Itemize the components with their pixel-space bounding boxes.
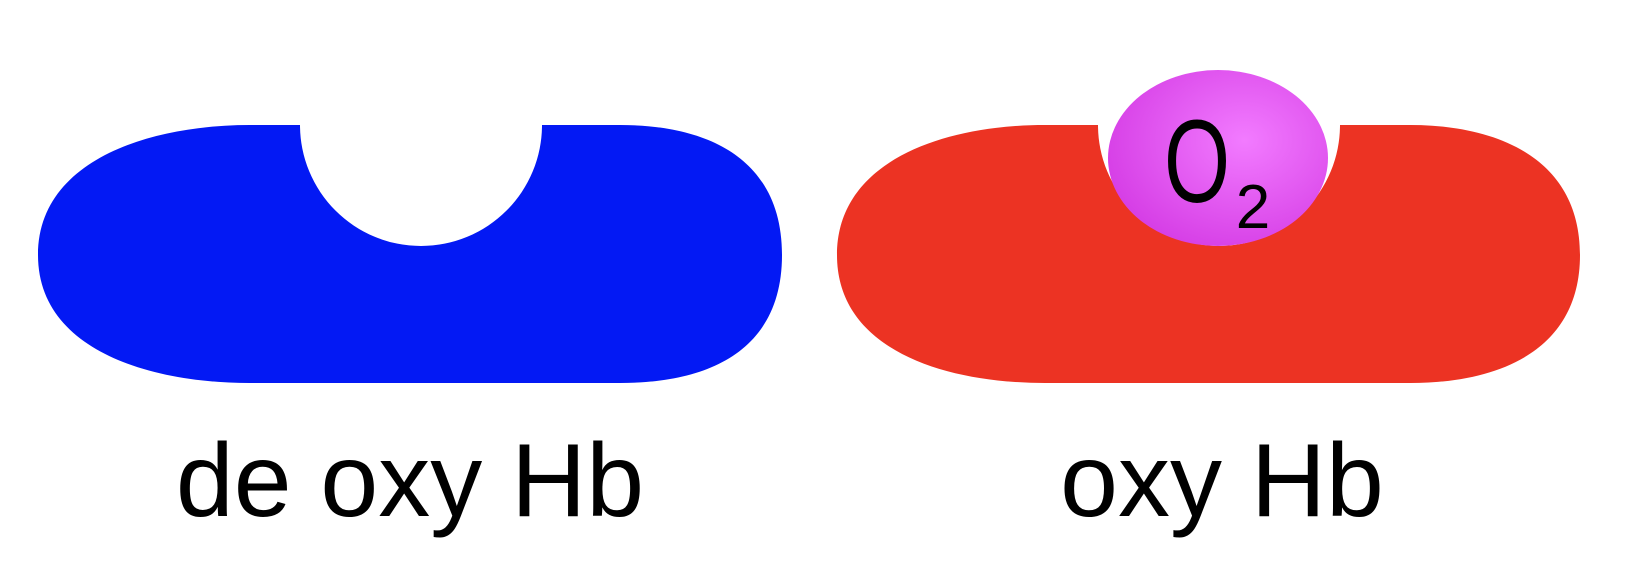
oxygen-subscript: 2 [1236, 173, 1270, 242]
oxy-hemoglobin: O 2 oxy Hb [837, 70, 1580, 539]
oxy-hemoglobin-label: oxy Hb [1060, 423, 1384, 539]
oxy-hemoglobin-shape [837, 125, 1580, 383]
deoxy-hemoglobin-label: de oxy Hb [176, 423, 644, 539]
oxygen-letter: O [1164, 95, 1230, 227]
oxygen-molecule-ball [1108, 70, 1328, 246]
oxygen-molecule: O 2 [1108, 70, 1328, 246]
deoxy-hemoglobin-shape [38, 125, 782, 383]
deoxy-hemoglobin: de oxy Hb [38, 125, 782, 539]
oxygen-symbol: O [1164, 95, 1230, 227]
